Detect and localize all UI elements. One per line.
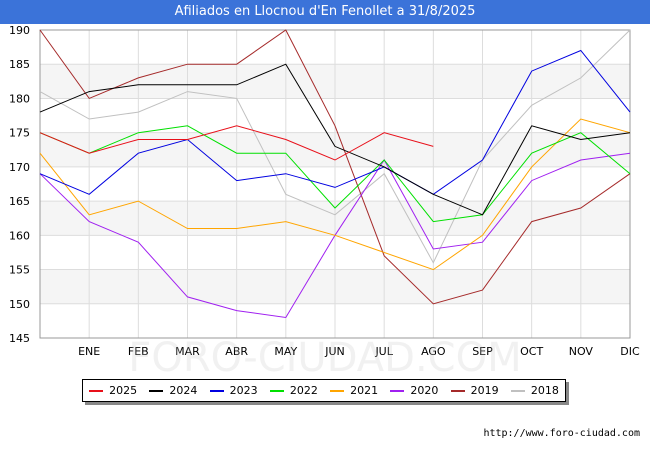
chart-title: Afiliados en Llocnou d'En Fenollet a 31/… [174,4,476,19]
chart-title-bar: Afiliados en Llocnou d'En Fenollet a 31/… [0,0,650,24]
x-tick-label: JUL [374,345,393,358]
y-tick-label: 155 [9,264,30,277]
series-line-2024 [39,63,631,216]
chart-legend: 2025 2024 2023 2022 2021 2020 2019 2018 [82,379,566,402]
legend-item-2024: 2024 [149,384,197,397]
legend-swatch [390,389,405,392]
legend-label: 2024 [169,384,198,397]
x-tick-label: OCT [520,345,543,358]
legend-swatch [89,389,104,392]
series-line-2023 [39,49,631,195]
watermark: FORO-CIUDAD.COM [128,335,522,381]
legend-label: 2023 [229,384,258,397]
legend-label: 2022 [289,384,318,397]
footer-url: http://www.foro-ciudad.com [483,428,640,439]
legend-item-2022: 2022 [269,384,318,397]
legend-swatch [149,389,164,392]
x-tick-label: JUN [324,345,345,358]
y-tick-label: 145 [9,332,30,345]
series-line-2025 [39,125,434,161]
x-tick-label: SEP [472,345,493,358]
legend-label: 2020 [410,384,439,397]
legend-item-2020: 2020 [390,384,438,397]
y-tick-label: 175 [9,127,30,140]
legend-swatch [510,389,525,392]
legend-swatch [209,389,224,392]
legend-item-2025: 2025 [89,384,137,397]
legend-item-2023: 2023 [209,384,258,397]
plot-border [39,29,631,339]
series-line-2021 [39,118,631,271]
y-tick-label: 165 [9,195,30,208]
x-tick-label: DIC [620,345,640,358]
legend-label: 2018 [530,384,559,397]
y-tick-label: 150 [9,298,30,311]
legend-item-2018: 2018 [510,384,559,397]
x-tick-label: AGO [421,345,446,358]
legend-item-2021: 2021 [330,384,378,397]
x-tick-label: MAY [274,345,297,358]
series-line-2019 [39,29,631,305]
y-tick-label: 185 [9,58,30,71]
legend-item-2019: 2019 [450,384,499,397]
legend-swatch [330,389,345,392]
x-tick-label: ENE [78,345,100,358]
y-tick-label: 170 [9,161,30,174]
series-line-2022 [39,125,631,223]
x-tick-label: NOV [569,345,594,358]
x-tick-label: FEB [128,345,149,358]
legend-swatch [450,389,465,392]
y-tick-label: 190 [9,24,30,37]
x-tick-label: MAR [175,345,200,358]
legend-label: 2025 [109,384,138,397]
legend-label: 2021 [350,384,379,397]
y-tick-label: 180 [9,92,30,105]
y-tick-label: 160 [9,229,30,242]
series-line-2018 [39,29,631,264]
legend-swatch [269,389,284,392]
legend-label: 2019 [470,384,499,397]
x-tick-label: ABR [225,345,248,358]
